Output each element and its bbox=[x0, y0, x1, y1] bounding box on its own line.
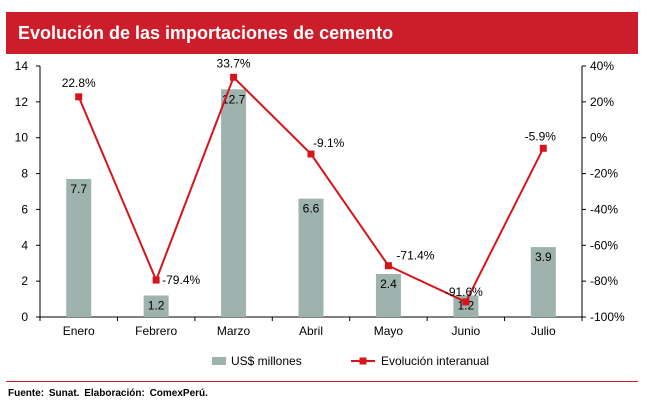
legend-line-marker bbox=[359, 357, 367, 365]
y-left-tick-label: 0 bbox=[21, 310, 28, 324]
line-marker bbox=[462, 298, 470, 306]
source-divider bbox=[6, 381, 638, 382]
bar bbox=[221, 89, 247, 317]
line-value-label: -9.1% bbox=[313, 136, 345, 150]
bar bbox=[143, 295, 169, 317]
legend-line-label: Evolución interanual bbox=[381, 354, 489, 368]
line-marker bbox=[230, 73, 238, 81]
y-right-tick-label: -100% bbox=[590, 310, 625, 324]
line-value-label: -79.4% bbox=[162, 273, 200, 287]
chart-axes: 0 2 4 6 8 10 12 14 -100% -80% -60% -40% -20% 0% 20% 40% bbox=[15, 59, 625, 324]
bar bbox=[453, 295, 479, 317]
x-tick-label: Febrero bbox=[135, 324, 177, 338]
bar bbox=[298, 198, 324, 317]
y-right-tick-label: 0% bbox=[590, 131, 608, 145]
y-left-tick-label: 4 bbox=[21, 238, 28, 252]
bar-series bbox=[66, 89, 556, 317]
y-right-tick-label: -20% bbox=[590, 167, 618, 181]
line-marker bbox=[152, 276, 160, 284]
x-tick-label: Junio bbox=[452, 324, 481, 338]
bar-value-label: 3.9 bbox=[535, 250, 552, 264]
y-left-tick-label: 8 bbox=[21, 167, 28, 181]
line-value-label: -5.9% bbox=[525, 129, 557, 143]
line-series bbox=[75, 73, 547, 306]
legend: US$ millones Evolución interanual bbox=[212, 354, 489, 368]
bar bbox=[530, 247, 556, 317]
line-value-labels: 22.8% -79.4% 33.7% -9.1% -71.4% -91.6% -5.9% bbox=[62, 56, 557, 299]
y-right-tick-label: -40% bbox=[590, 202, 618, 216]
bar-value-label: 6.6 bbox=[303, 202, 320, 216]
chart-title: Evolución de las importaciones de cement… bbox=[6, 12, 638, 54]
x-tick-label: Julio bbox=[531, 324, 556, 338]
x-tick-label: Enero bbox=[63, 324, 95, 338]
line-value-label: 22.8% bbox=[62, 76, 96, 90]
y-left-tick-label: 12 bbox=[15, 95, 29, 109]
bar bbox=[375, 273, 401, 317]
line-marker bbox=[384, 262, 392, 270]
line-marker bbox=[539, 144, 547, 152]
y-right-tick-label: 40% bbox=[590, 59, 614, 73]
legend-bar-swatch bbox=[212, 357, 226, 365]
line-marker bbox=[307, 150, 315, 158]
x-axis-labels: Enero Febrero Marzo Abril Mayo Junio Julio bbox=[63, 324, 556, 338]
y-left-tick-label: 10 bbox=[15, 131, 29, 145]
source-note: Fuente: Sunat. Elaboración: ComexPerú. bbox=[8, 388, 208, 399]
bar-value-label: 7.7 bbox=[70, 182, 87, 196]
y-left-tick-label: 6 bbox=[21, 202, 28, 216]
x-tick-label: Mayo bbox=[374, 324, 404, 338]
bar-value-label: 2.4 bbox=[380, 277, 397, 291]
x-tick-label: Marzo bbox=[217, 324, 251, 338]
line-value-label: -91.6% bbox=[445, 285, 483, 299]
y-right-tick-label: -60% bbox=[590, 238, 618, 252]
line-value-label: -71.4% bbox=[396, 249, 434, 263]
line-value-label: 33.7% bbox=[217, 56, 251, 70]
bar bbox=[66, 178, 92, 317]
y-right-tick-label: -80% bbox=[590, 274, 618, 288]
y-right-tick-label: 20% bbox=[590, 95, 614, 109]
bar-value-label: 1.2 bbox=[148, 298, 165, 312]
legend-bar-label: US$ millones bbox=[231, 354, 302, 368]
bar-value-labels: 7.7 1.2 12.7 6.6 2.4 1.2 3.9 bbox=[70, 92, 552, 312]
y-left-tick-label: 14 bbox=[15, 59, 29, 73]
y-left-tick-label: 2 bbox=[21, 274, 28, 288]
bar-value-label: 12.7 bbox=[222, 92, 246, 106]
line-marker bbox=[75, 93, 83, 101]
x-tick-label: Abril bbox=[299, 324, 323, 338]
bar-value-label: 1.2 bbox=[458, 298, 475, 312]
